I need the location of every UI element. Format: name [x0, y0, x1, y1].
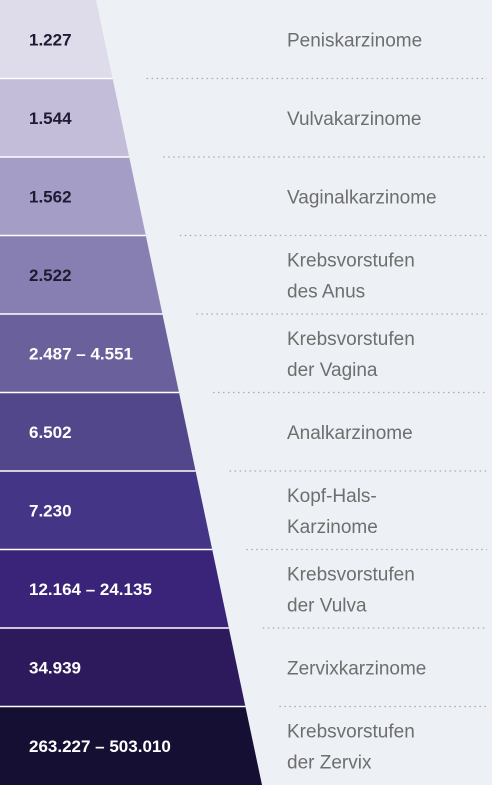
band-value: 6.502 [29, 423, 72, 442]
category-label-line: Karzinome [287, 517, 378, 538]
funnel-band [0, 392, 196, 471]
band-value: 2.487 – 4.551 [29, 344, 133, 363]
category-label: Krebsvorstufen des Anus [287, 250, 415, 302]
category-labels: Peniskarzinome Vulvakarzinome Vaginalkarzi… [287, 30, 437, 773]
band-value: 1.544 [29, 109, 72, 128]
funnel-band [0, 628, 246, 707]
funnel-bands [0, 0, 262, 785]
row-separators [146, 77, 487, 708]
category-label-line: Vulvakarzinome [287, 109, 421, 130]
funnel-band [0, 706, 262, 785]
category-label-line: Krebsvorstufen [287, 564, 415, 585]
category-label-line: der Vagina [287, 360, 378, 381]
band-value: 7.230 [29, 501, 72, 520]
category-label-line: Kopf-Hals- [287, 486, 377, 507]
funnel-band [0, 157, 146, 236]
band-value: 34.939 [29, 658, 81, 677]
category-label-line: Krebsvorstufen [287, 721, 415, 742]
category-label-line: der Vulva [287, 595, 367, 616]
category-label: Analkarzinome [287, 423, 413, 444]
category-label-line: Peniskarzinome [287, 30, 422, 51]
funnel-band [0, 0, 113, 79]
band-value: 2.522 [29, 266, 72, 285]
category-label: Zervixkarzinome [287, 658, 426, 679]
value-labels: 1.227 1.544 1.562 2.522 2.487 – 4.551 6.502 7.… [29, 30, 171, 756]
funnel-band [0, 78, 130, 157]
funnel-band [0, 235, 163, 314]
category-label: Kopf-Hals- Karzinome [287, 486, 378, 538]
category-label: Krebsvorstufen der Zervix [287, 721, 415, 773]
category-label: Vaginalkarzinome [287, 187, 437, 208]
funnel-band [0, 471, 213, 550]
band-value: 1.227 [29, 30, 72, 49]
category-label-line: Zervixkarzinome [287, 658, 426, 679]
band-value: 1.562 [29, 187, 72, 206]
band-value: 263.227 – 503.010 [29, 737, 171, 756]
category-label-line: des Anus [287, 281, 365, 302]
category-label: Krebsvorstufen der Vagina [287, 329, 415, 381]
band-value: 12.164 – 24.135 [29, 580, 152, 599]
category-label: Krebsvorstufen der Vulva [287, 564, 415, 616]
funnel-band [0, 549, 229, 628]
category-label: Vulvakarzinome [287, 109, 421, 130]
category-label-line: der Zervix [287, 752, 372, 773]
funnel-band [0, 314, 179, 393]
category-label-line: Krebsvorstufen [287, 329, 415, 350]
category-label-line: Krebsvorstufen [287, 250, 415, 271]
category-label-line: Vaginalkarzinome [287, 187, 437, 208]
category-label: Peniskarzinome [287, 30, 422, 51]
category-label-line: Analkarzinome [287, 423, 413, 444]
